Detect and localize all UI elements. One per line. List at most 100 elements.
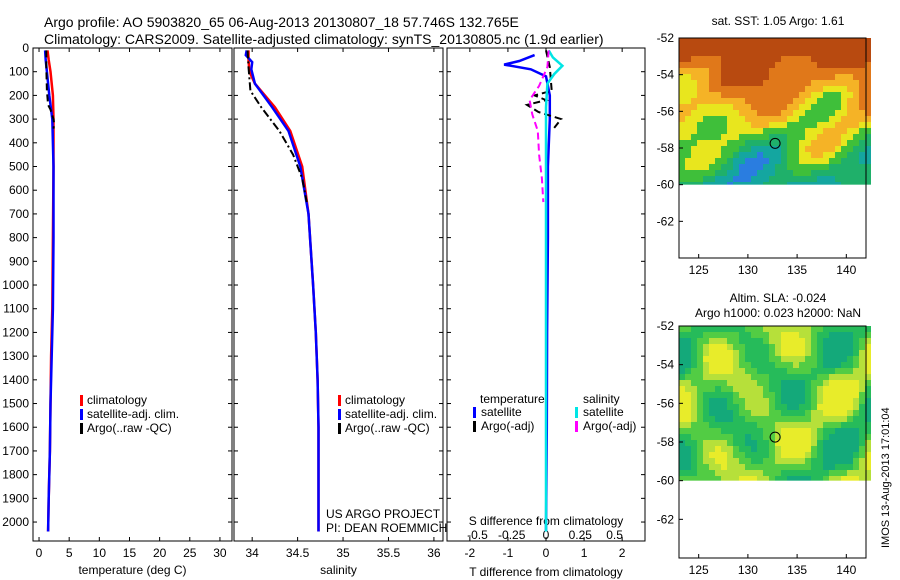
sla_map-heat-cell <box>799 368 805 374</box>
sla_map-heat-cell <box>859 398 865 404</box>
sst_map-heat-cell <box>691 170 697 176</box>
sla_map-heat-cell <box>715 368 721 374</box>
sla_map-heat-cell <box>829 452 835 458</box>
sst_map-heat-cell <box>745 170 751 176</box>
sla_map-heat-cell <box>835 476 841 481</box>
sla_map-heat-cell <box>817 470 823 476</box>
sst_map-heat-cell <box>691 134 697 140</box>
sla_map-heat-cell <box>685 404 691 410</box>
sla_map-heat-cell <box>769 332 775 338</box>
sla_map-heat-cell <box>715 422 721 428</box>
sst_map-heat-cell <box>787 158 793 164</box>
sst_map-heat-cell <box>697 134 703 140</box>
sla_map-heat-cell <box>805 446 811 452</box>
sla_map-heat-cell <box>841 404 847 410</box>
sst_map-heat-cell <box>841 62 847 68</box>
sla_map-heat-cell <box>823 326 829 332</box>
sst_map-heat-cell <box>781 50 787 56</box>
sla_map-heat-cell <box>817 392 823 398</box>
sla_map-heat-cell <box>679 458 685 464</box>
sla_map-heat-cell <box>817 398 823 404</box>
sst_map-heat-cell <box>745 68 751 74</box>
sst_map-heat-cell <box>763 68 769 74</box>
sst_map-heat-cell <box>721 62 727 68</box>
sla_map-heat-cell <box>811 404 817 410</box>
sla_map-heat-cell <box>715 386 721 392</box>
sla_map-heat-cell <box>829 446 835 452</box>
sst_map-heat-cell <box>763 104 769 110</box>
sla_map-heat-cell <box>865 458 871 464</box>
sst_map-heat-cell <box>865 92 871 98</box>
sst_map-heat-cell <box>805 146 811 152</box>
sla_map-heat-cell <box>823 350 829 356</box>
sla_map-heat-cell <box>751 440 757 446</box>
sla_map-heat-cell <box>799 446 805 452</box>
sst_map-heat-cell <box>847 128 853 134</box>
sla_map-heat-cell <box>805 458 811 464</box>
sst_map-heat-cell <box>709 62 715 68</box>
sla_map-heat-cell <box>697 470 703 476</box>
sst_map-heat-cell <box>691 104 697 110</box>
sla_map-heat-cell <box>769 464 775 470</box>
sla_map-heat-cell <box>829 326 835 332</box>
sst_map-heat-cell <box>691 80 697 86</box>
sst_map-heat-cell <box>799 164 805 170</box>
sst_map-heat-cell <box>691 56 697 62</box>
sst_map-heat-cell <box>823 146 829 152</box>
temperature-legend-label: satellite-adj. clim. <box>87 407 179 421</box>
sst_map-heat-cell <box>775 158 781 164</box>
sla_map-heat-cell <box>685 398 691 404</box>
sst_map-heat-cell <box>775 122 781 128</box>
sla_map-heat-cell <box>679 422 685 428</box>
sst_map-heat-cell <box>703 104 709 110</box>
salinity-legend-label: satellite-adj. clim. <box>345 407 437 421</box>
sla_map-heat-cell <box>739 434 745 440</box>
sla_map-heat-cell <box>805 470 811 476</box>
sst_map-heat-cell <box>739 122 745 128</box>
sla_map-heat-cell <box>697 440 703 446</box>
sst_map-heat-cell <box>751 68 757 74</box>
sla_map-heat-cell <box>727 398 733 404</box>
sst_map-heat-cell <box>781 62 787 68</box>
sla_map-heat-cell <box>841 386 847 392</box>
sst_map-heat-cell <box>799 104 805 110</box>
sst_map-heat-cell <box>829 128 835 134</box>
sla_map-heat-cell <box>775 476 781 481</box>
sst_map-heat-cell <box>709 158 715 164</box>
sla_map-heat-cell <box>715 404 721 410</box>
sla_map-heat-cell <box>697 404 703 410</box>
sla_map-heat-cell <box>853 374 859 380</box>
sla_map-heat-cell <box>811 458 817 464</box>
sst_map-heat-cell <box>817 68 823 74</box>
sst_map-heat-cell <box>745 164 751 170</box>
sst_map-heat-cell <box>763 158 769 164</box>
sla_map-heat-cell <box>715 356 721 362</box>
sla_map-heat-cell <box>787 344 793 350</box>
sst_map-heat-cell <box>847 38 853 44</box>
sla_map-heat-cell <box>859 470 865 476</box>
sst_map-heat-cell <box>799 134 805 140</box>
sst_map-heat-cell <box>703 140 709 146</box>
sla_map-heat-cell <box>829 374 835 380</box>
sla_map-heat-cell <box>727 404 733 410</box>
sla_map-heat-cell <box>823 380 829 386</box>
sla_map-heat-cell <box>703 458 709 464</box>
sla_map-heat-cell <box>769 440 775 446</box>
sla_map-heat-cell <box>823 338 829 344</box>
sla_map-heat-cell <box>799 326 805 332</box>
sst_map-heat-cell <box>733 134 739 140</box>
sla_map-heat-cell <box>841 476 847 481</box>
sst_map-heat-cell <box>745 110 751 116</box>
sla_map-heat-cell <box>697 428 703 434</box>
sla_map-heat-cell <box>793 470 799 476</box>
sla_map-heat-cell <box>715 392 721 398</box>
sst_map-heat-cell <box>703 86 709 92</box>
sst_map-heat-cell <box>685 74 691 80</box>
sla_map-heat-cell <box>853 404 859 410</box>
difference-x2-tick-label: 0.5 <box>606 528 623 542</box>
sla_map-heat-cell <box>787 368 793 374</box>
sst_map-heat-cell <box>835 146 841 152</box>
sst_map-heat-cell <box>793 92 799 98</box>
sst_map-heat-cell <box>721 152 727 158</box>
sla_map-heat-cell <box>847 398 853 404</box>
